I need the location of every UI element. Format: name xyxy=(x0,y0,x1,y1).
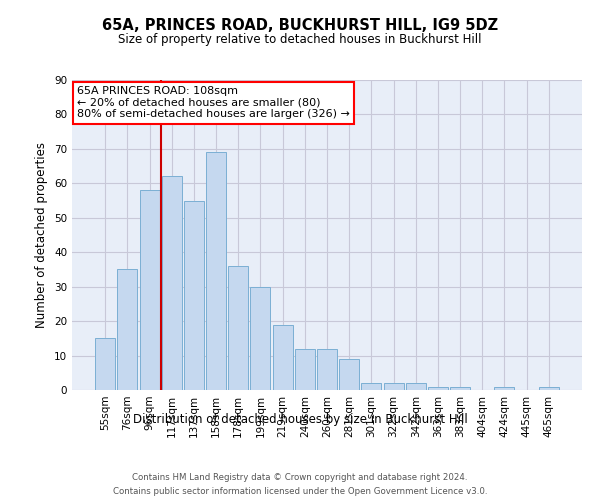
Bar xyxy=(406,383,426,390)
Bar xyxy=(184,200,204,390)
Bar xyxy=(428,386,448,390)
Bar xyxy=(539,386,559,390)
Bar xyxy=(140,190,160,390)
Bar xyxy=(450,386,470,390)
Bar xyxy=(206,152,226,390)
Bar xyxy=(494,386,514,390)
Bar xyxy=(118,270,137,390)
Text: Distribution of detached houses by size in Buckhurst Hill: Distribution of detached houses by size … xyxy=(133,412,467,426)
Bar xyxy=(317,348,337,390)
Bar xyxy=(228,266,248,390)
Text: Contains public sector information licensed under the Open Government Licence v3: Contains public sector information licen… xyxy=(113,488,487,496)
Bar xyxy=(95,338,115,390)
Bar xyxy=(339,359,359,390)
Text: Contains HM Land Registry data © Crown copyright and database right 2024.: Contains HM Land Registry data © Crown c… xyxy=(132,472,468,482)
Bar xyxy=(162,176,182,390)
Text: 65A, PRINCES ROAD, BUCKHURST HILL, IG9 5DZ: 65A, PRINCES ROAD, BUCKHURST HILL, IG9 5… xyxy=(102,18,498,32)
Bar xyxy=(272,324,293,390)
Bar xyxy=(383,383,404,390)
Bar xyxy=(250,286,271,390)
Y-axis label: Number of detached properties: Number of detached properties xyxy=(35,142,49,328)
Text: 65A PRINCES ROAD: 108sqm
← 20% of detached houses are smaller (80)
80% of semi-d: 65A PRINCES ROAD: 108sqm ← 20% of detach… xyxy=(77,86,350,120)
Bar xyxy=(361,383,382,390)
Bar xyxy=(295,348,315,390)
Text: Size of property relative to detached houses in Buckhurst Hill: Size of property relative to detached ho… xyxy=(118,32,482,46)
